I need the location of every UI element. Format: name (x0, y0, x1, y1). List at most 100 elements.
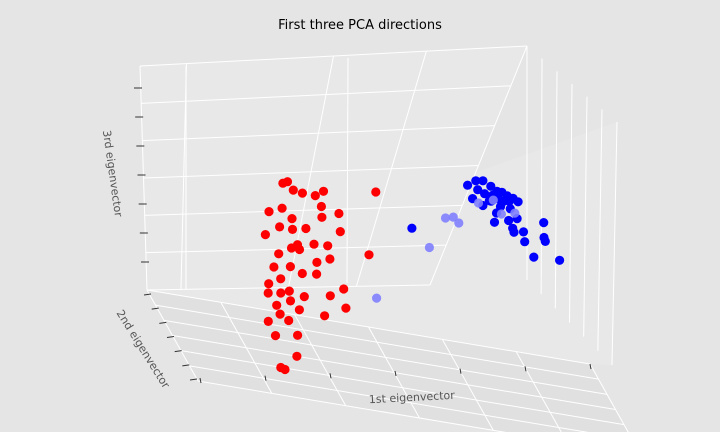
y-axis-tick (189, 378, 198, 381)
scatter-point (285, 296, 296, 306)
scatter-point (294, 244, 305, 255)
scatter-point (288, 185, 298, 195)
scatter-point (297, 268, 307, 279)
data-points (260, 176, 565, 375)
scatter-point (317, 212, 327, 222)
scatter-point (371, 187, 381, 197)
right-wall-gridline (583, 96, 588, 337)
scatter-point (448, 212, 458, 222)
x-axis-tick (589, 363, 592, 370)
scatter-point (287, 214, 297, 224)
scatter-point (496, 209, 506, 219)
scatter-point (318, 186, 329, 196)
y-axis-tick (143, 293, 152, 296)
scatter-point (316, 201, 326, 212)
scatter-point (282, 177, 293, 187)
scatter-point (334, 208, 344, 219)
scatter-point (510, 208, 520, 218)
scatter-point (284, 286, 294, 296)
scatter-point (325, 254, 335, 264)
x-axis-tick (459, 368, 462, 374)
scatter-point (270, 331, 281, 341)
scatter-point (504, 215, 514, 226)
scatter-point (293, 330, 303, 340)
x-axis-tick (199, 377, 202, 384)
y-axis-tick (174, 350, 182, 353)
back-wall-gridline (141, 85, 511, 104)
chart-title: First three PCA directions (278, 18, 442, 33)
scatter-point (277, 203, 287, 213)
scatter-point (424, 242, 434, 253)
scatter-point (269, 262, 279, 272)
scatter-point (440, 213, 451, 223)
scatter-point (309, 239, 319, 249)
back-wall-gridline (139, 45, 528, 67)
scatter-point (473, 185, 483, 195)
back-wall-gridline (143, 165, 479, 179)
x-axis-tick (264, 375, 267, 381)
scatter-point (364, 250, 374, 260)
z-axis-label: 3rd eigenvector (100, 129, 125, 218)
x-axis-tick (329, 373, 332, 379)
scatter-point (478, 176, 488, 186)
scatter-point (263, 288, 273, 298)
scatter-point (471, 176, 481, 186)
scatter-point (299, 292, 309, 302)
scatter-point (301, 223, 311, 234)
right-wall-gridline (569, 83, 573, 323)
x-axis-tick (524, 366, 527, 372)
scatter-point (486, 181, 496, 191)
scatter-point (325, 291, 335, 301)
scatter-point (473, 198, 484, 208)
scatter-point (312, 257, 322, 267)
back-wall-gridline (142, 125, 495, 142)
scatter-point (260, 230, 270, 240)
floor-gridline (589, 363, 629, 432)
scatter-point (310, 191, 320, 201)
scatter-point (480, 189, 490, 199)
scatter-point (454, 218, 464, 228)
scatter-point (320, 311, 330, 321)
scatter-point (540, 236, 550, 246)
back-pane (140, 46, 527, 290)
right-wall-gridline (554, 71, 558, 309)
floor-gridline (197, 380, 507, 432)
scatter-point (529, 252, 539, 262)
scatter-point (286, 243, 297, 253)
axis-ticks (134, 87, 592, 384)
scatter-point (504, 196, 514, 206)
scatter-point (264, 279, 274, 289)
scatter-point (284, 315, 294, 326)
scatter-point (294, 305, 304, 315)
scatter-point (276, 274, 286, 284)
scatter-point (488, 195, 498, 205)
y-axis-tick (166, 336, 175, 338)
back-wall-gridline (144, 204, 463, 216)
scatter-point (272, 300, 282, 310)
scatter-point (264, 207, 274, 217)
scatter-point (372, 293, 382, 303)
scatter-point (292, 351, 302, 361)
scatter-point (341, 303, 351, 313)
scatter-point (275, 222, 285, 232)
scatter-point (274, 249, 284, 259)
scatter-point (276, 288, 286, 298)
right-wall-gridline (611, 121, 618, 366)
scatter-point (520, 237, 530, 247)
y-axis-tick (182, 364, 190, 367)
scatter-point (555, 255, 565, 265)
scatter-point (539, 218, 549, 228)
scatter-point (263, 316, 273, 326)
scatter-point (489, 217, 500, 227)
scatter-point (518, 227, 529, 237)
scatter-point (339, 284, 349, 294)
scatter-point (285, 262, 295, 272)
scatter-point (335, 227, 345, 237)
scatter-point (280, 364, 290, 375)
scatter-point (509, 227, 519, 237)
right-wall-gridline (597, 109, 603, 351)
scatter-point (463, 180, 473, 190)
scatter-point (513, 197, 523, 207)
scatter-point (407, 223, 417, 233)
